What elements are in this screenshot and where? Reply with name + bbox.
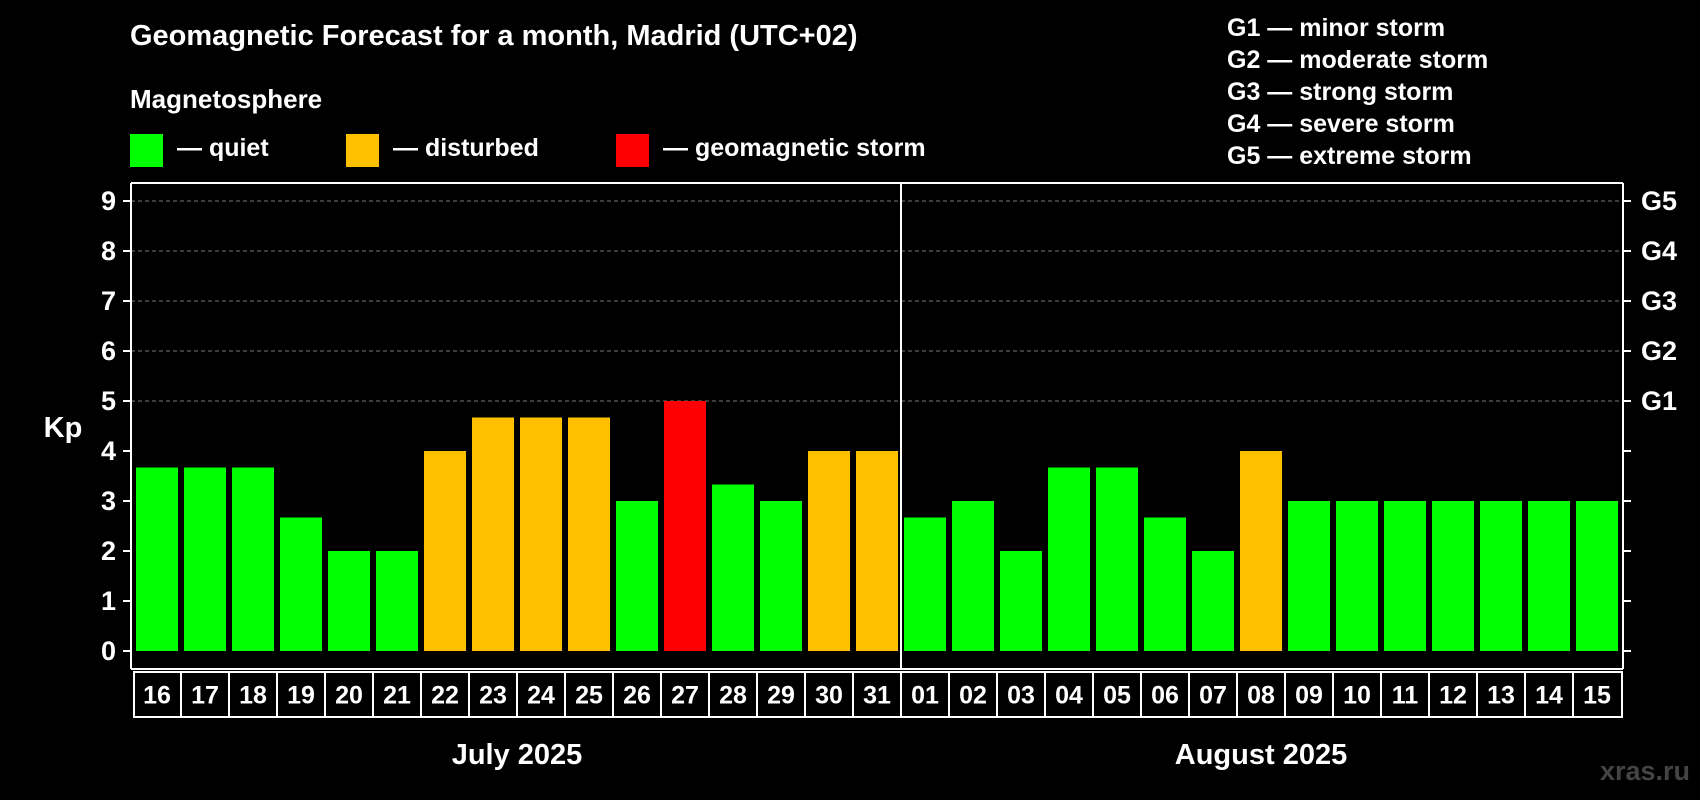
x-tick-label-06: 06 [1151,682,1179,710]
x-tick-label-10: 10 [1343,682,1371,710]
legend-title: Magnetosphere [130,84,323,114]
x-tick-label-27: 27 [671,682,699,710]
bar-13 [1480,501,1522,651]
legend-label-disturbed: — disturbed [393,134,539,162]
date-row-frame [133,671,1623,718]
storm-scale-g4: G4 — severe storm [1227,110,1455,138]
y-tick-label: 9 [101,186,116,216]
bar-04 [1048,467,1090,651]
watermark: xras.ru [1599,756,1690,786]
y-tick-label: 8 [101,236,116,266]
bar-17 [184,467,226,651]
bar-29 [760,501,802,651]
bar-02 [952,501,994,651]
storm-scale-g1: G1 — minor storm [1227,14,1446,42]
bar-14 [1528,501,1570,651]
x-tick-label-01: 01 [911,682,939,710]
x-tick-label-21: 21 [383,682,411,710]
bar-30 [808,451,850,651]
x-tick-label-11: 11 [1392,682,1419,710]
right-tick-label-G5: G5 [1641,186,1677,216]
bar-15 [1576,501,1618,651]
x-tick-label-04: 04 [1055,682,1083,710]
x-tick-label-14: 14 [1535,682,1563,710]
x-tick-label-28: 28 [719,682,747,710]
bar-11 [1384,501,1426,651]
bar-25 [568,417,610,651]
legend-label-storm: — geomagnetic storm [663,134,926,162]
x-tick-label-23: 23 [479,682,507,710]
storm-scale-g2: G2 — moderate storm [1227,46,1489,74]
right-tick-label-G4: G4 [1641,236,1677,266]
bar-07 [1192,551,1234,651]
x-tick-label-17: 17 [191,682,219,710]
bar-18 [232,467,274,651]
chart-title: Geomagnetic Forecast for a month, Madrid… [130,20,858,52]
right-tick-label-G3: G3 [1641,286,1677,316]
bar-22 [424,451,466,651]
y-tick-label: 7 [101,286,116,316]
y-tick-label: 2 [101,536,116,566]
storm-scale-g5: G5 — extreme storm [1227,142,1472,170]
x-tick-label-19: 19 [287,682,315,710]
x-tick-label-03: 03 [1007,682,1035,710]
y-tick-label: 5 [101,386,116,416]
y-tick-label: 3 [101,486,116,516]
month-label-0: July 2025 [452,739,583,771]
bar-31 [856,451,898,651]
bar-26 [616,501,658,651]
bar-20 [328,551,370,651]
x-tick-label-16: 16 [143,682,171,710]
bar-23 [472,417,514,651]
x-tick-label-24: 24 [527,682,555,710]
bar-01 [904,517,946,651]
right-tick-label-G1: G1 [1641,386,1677,416]
bar-05 [1096,467,1138,651]
x-tick-label-09: 09 [1295,682,1323,710]
y-tick-label: 1 [101,586,116,616]
x-tick-label-26: 26 [623,682,651,710]
bar-27 [664,401,706,651]
bar-06 [1144,517,1186,651]
x-tick-label-02: 02 [959,682,987,710]
x-tick-label-31: 31 [863,682,891,710]
right-tick-label-G2: G2 [1641,336,1677,366]
x-tick-label-29: 29 [767,682,795,710]
x-tick-label-13: 13 [1487,682,1515,710]
legend-label-quiet: — quiet [177,134,269,162]
x-tick-label-08: 08 [1247,682,1275,710]
x-tick-label-18: 18 [239,682,267,710]
bar-09 [1288,501,1330,651]
month-label-1: August 2025 [1175,739,1347,771]
x-tick-label-22: 22 [431,682,459,710]
legend-swatch-disturbed [346,134,379,167]
bar-03 [1000,551,1042,651]
x-tick-label-05: 05 [1103,682,1131,710]
bar-10 [1336,501,1378,651]
bar-24 [520,417,562,651]
x-tick-label-07: 07 [1199,682,1227,710]
y-tick-label: 0 [101,636,116,666]
legend-swatch-quiet [130,134,163,167]
bar-19 [280,517,322,651]
legend-swatch-storm [616,134,649,167]
y-tick-label: 6 [101,336,116,366]
bar-12 [1432,501,1474,651]
bar-16 [136,467,178,651]
y-axis-label: Kp [44,412,83,444]
y-tick-label: 4 [101,436,116,466]
bar-21 [376,551,418,651]
bar-08 [1240,451,1282,651]
x-tick-label-30: 30 [815,682,843,710]
storm-scale-g3: G3 — strong storm [1227,78,1454,106]
bar-28 [712,484,754,651]
x-tick-label-25: 25 [575,682,603,710]
x-tick-label-15: 15 [1583,682,1611,710]
x-tick-label-20: 20 [335,682,363,710]
x-tick-label-12: 12 [1439,682,1467,710]
